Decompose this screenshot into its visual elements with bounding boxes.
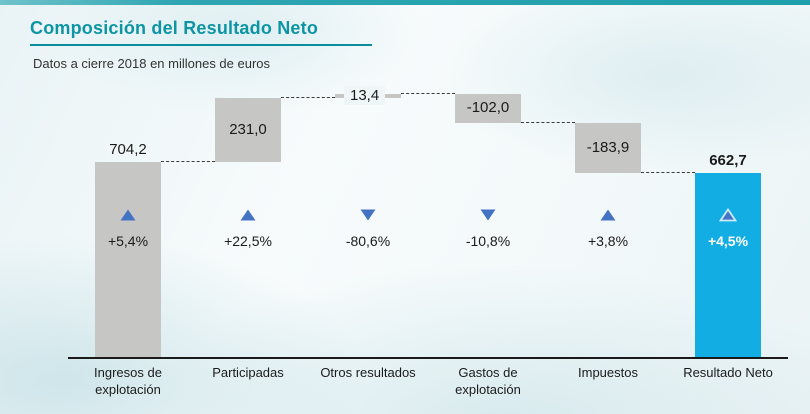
bar-gastos-de-explotacion: [455, 94, 521, 123]
triangle-down-icon: [478, 207, 498, 222]
change-percent-label: +22,5%: [224, 233, 272, 249]
bar-value-label: 704,2: [109, 141, 147, 158]
connector-line: [401, 93, 455, 95]
connector-line: [641, 172, 695, 174]
category-label: Participadas: [212, 365, 284, 380]
connector-line: [281, 97, 335, 99]
title-underline: [30, 44, 372, 46]
triangle-down-icon: [358, 207, 378, 222]
bar-value-label: -102,0: [466, 99, 510, 117]
change-percent-label: +5,4%: [107, 233, 149, 249]
bar-value-label: -183,9: [586, 139, 630, 157]
category-label: Resultado Neto: [683, 365, 773, 380]
category-label: Gastos de explotación: [455, 365, 521, 397]
page-subtitle: Datos a cierre 2018 en millones de euros: [33, 56, 271, 71]
bar-participadas: [215, 98, 281, 162]
triangle-up-icon: [238, 207, 258, 222]
bar-impuestos: [575, 122, 641, 174]
bar-value-label: 13,4: [344, 86, 386, 106]
bar-resultado-neto: [695, 173, 761, 357]
connector-line: [521, 121, 575, 123]
bar-value-label: 662,7: [709, 152, 747, 170]
change-percent-label: +3,8%: [587, 233, 629, 249]
bar-ingresos-de-explotacion: [95, 162, 161, 357]
page-title: Composición del Resultado Neto: [30, 18, 319, 38]
bar-value-label: 231,0: [229, 121, 267, 139]
change-percent-label: +4,5%: [707, 233, 749, 249]
triangle-up-icon: [598, 207, 618, 222]
triangle-up-icon: [718, 207, 738, 222]
category-label: Ingresos de explotación: [94, 365, 162, 397]
top-accent-bar: [0, 0, 810, 5]
connector-line: [161, 161, 215, 162]
category-label: Otros resultados: [320, 365, 416, 380]
triangle-up-icon: [118, 207, 138, 222]
category-label: Impuestos: [578, 365, 638, 380]
change-percent-label: -10,8%: [465, 233, 511, 249]
x-axis-line: [68, 357, 788, 359]
change-percent-label: -80,6%: [345, 233, 391, 249]
